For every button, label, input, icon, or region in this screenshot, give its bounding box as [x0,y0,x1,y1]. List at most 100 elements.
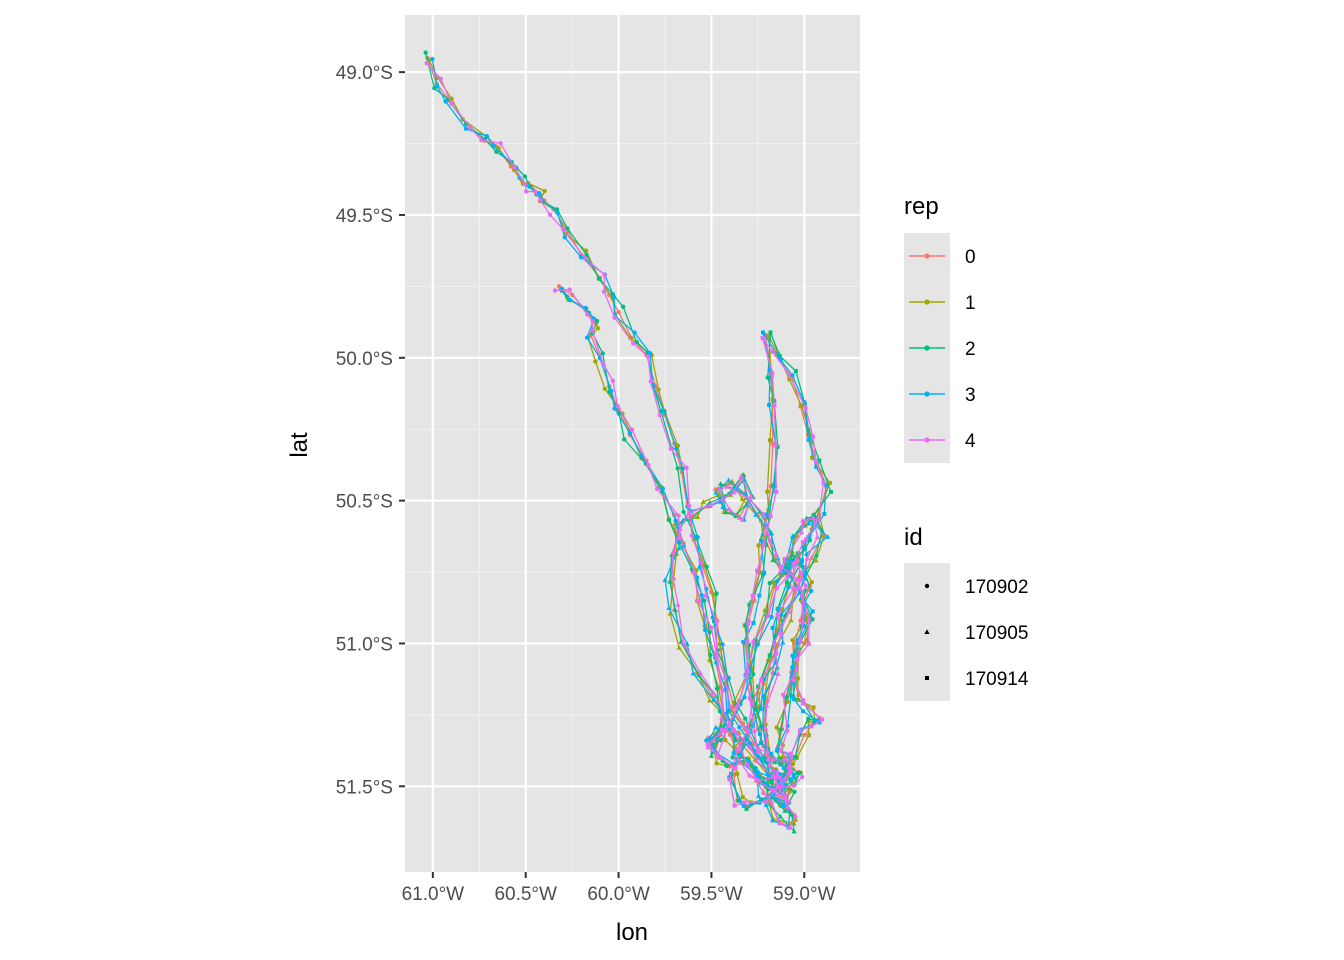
track-point [704,740,711,746]
track-point [796,577,801,582]
track-point [792,789,797,795]
track-point [779,632,784,637]
track-point [788,778,794,783]
x-tick-label: 60.5°W [494,884,557,905]
track-point [593,359,598,364]
track-point [772,403,777,408]
track-point [787,377,792,382]
track-point [595,326,601,331]
track-point [803,583,808,589]
track-point [764,799,769,804]
track-point [743,716,748,721]
x-tick-label: 61.0°W [402,884,465,905]
track-point [773,633,778,638]
track-point [423,50,428,55]
track-point [817,720,822,725]
track-point [735,747,740,752]
track-point [760,511,766,517]
track-point [759,677,764,682]
track-point [692,570,697,575]
track-point [801,698,806,703]
track-point [806,618,811,623]
track-point [778,748,783,754]
track-point [713,724,719,730]
track-point [788,573,793,578]
track-point [720,504,726,509]
track-point [732,803,737,808]
track-point [798,585,803,590]
track-point [722,675,728,681]
track-point [632,330,637,335]
track-point [562,235,568,240]
y-tick-label: 49.5°S [336,206,393,227]
track-point [755,752,761,758]
track-point [758,517,764,523]
track-point [764,512,769,517]
track-point [687,503,692,509]
track-point [798,638,803,643]
y-tick-label: 51.0°S [336,634,393,655]
track-point [789,811,795,817]
track-point [765,613,771,619]
track-point [821,533,827,539]
track-point [697,565,703,570]
track-point [616,309,621,315]
track-point [714,620,719,625]
track-point [761,543,766,548]
track-point [766,508,771,513]
track-point [774,793,780,799]
track-point [738,473,744,478]
legend-rep-key [904,233,950,279]
track-point [814,464,819,469]
track-point [812,718,817,723]
track-point [582,256,588,261]
track-point [800,620,806,625]
track-point [747,773,752,778]
track-point [757,508,763,514]
track-point [512,165,517,170]
track-point [684,641,690,646]
track-point [769,751,774,756]
track-point [739,517,745,523]
track-point [467,125,473,130]
track-point [813,552,819,558]
track-point [750,671,756,677]
track-point [793,754,798,759]
x-tick-label: 59.5°W [680,884,743,905]
track-point [773,660,778,665]
legend-id-label: 170914 [965,669,1029,690]
track-point [561,227,566,232]
track-point [774,725,779,730]
track-point [762,676,767,681]
track-point [630,341,636,346]
track-point [741,477,747,483]
track-point [774,489,779,494]
track-point [583,305,588,311]
track-point [768,655,773,660]
track-point [773,484,778,489]
track-point [791,586,796,591]
track-point [753,707,758,712]
track-point [610,378,616,383]
track-point [790,672,795,677]
track-point [755,568,760,573]
track-point [596,276,601,281]
track-point [741,640,746,645]
track-point [740,795,745,800]
track-point [778,611,785,617]
track-point [790,653,795,658]
track-point [822,512,827,517]
track-point [746,621,751,626]
track-point [806,733,811,738]
track-point [690,670,696,676]
track-point [751,621,756,626]
track-point [788,617,794,623]
track-point [753,765,758,771]
track-point [769,778,775,784]
track-point [657,412,663,418]
track-point [796,573,802,579]
track-point [707,735,713,741]
track-point [760,336,765,341]
track-point [724,483,730,489]
